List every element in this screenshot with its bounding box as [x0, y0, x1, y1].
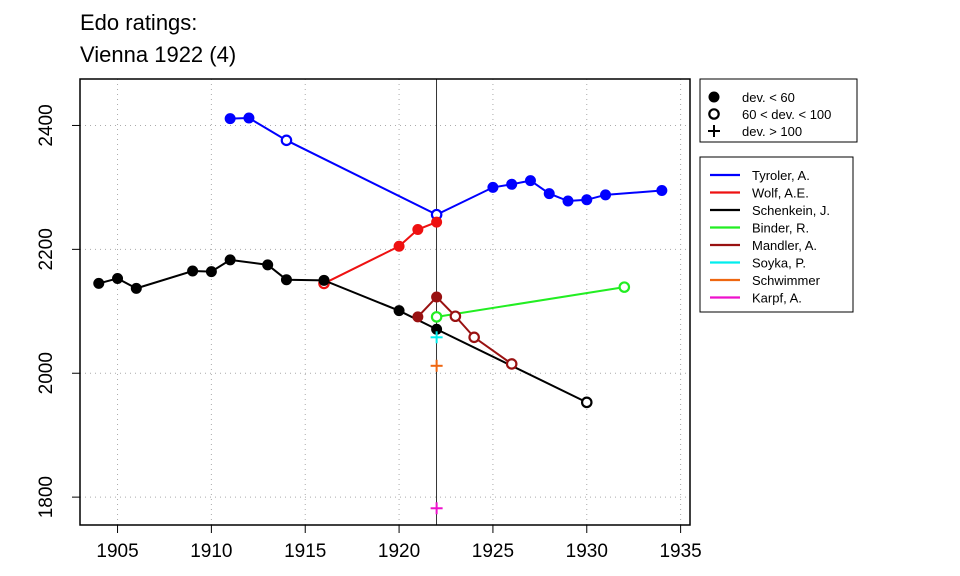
data-point: [524, 175, 536, 187]
series-1: [318, 216, 443, 290]
series-7: [430, 502, 443, 515]
series-line: [436, 286, 625, 318]
data-point: [431, 216, 443, 228]
series-line: [230, 117, 662, 216]
series-legend-box: [699, 156, 854, 313]
chart-title-line-2: Vienna 1922 (4): [80, 42, 236, 67]
data-point: [187, 265, 199, 277]
legend-series-label: Mandler, A.: [752, 238, 817, 253]
legend-marker-label: dev. > 100: [742, 124, 802, 139]
data-point: [431, 291, 443, 303]
data-point: [280, 274, 292, 286]
series-2: [93, 254, 593, 409]
legend-marker-label: dev. < 60: [742, 90, 795, 105]
plot-frame: [79, 78, 691, 526]
data-point: [243, 112, 255, 124]
data-point: [205, 266, 217, 278]
y-tick-label: 1800: [36, 476, 57, 518]
series-6: [430, 359, 443, 372]
legend-series-label: Schwimmer: [752, 273, 821, 288]
legend-marker-plus: [708, 125, 720, 137]
y-tick-label: 2200: [36, 228, 57, 270]
data-point: [580, 396, 593, 409]
legend-series-label: Tyroler, A.: [752, 168, 810, 183]
legend-marker-open: [708, 108, 720, 120]
series-4: [412, 291, 518, 370]
data-point: [600, 189, 612, 201]
data-point: [430, 502, 443, 515]
chart-title-line-1: Edo ratings:: [80, 10, 197, 35]
legend-series-label: Karpf, A.: [752, 291, 802, 306]
legend-series-label: Wolf, A.E.: [752, 186, 809, 201]
legend-marker-filled: [708, 91, 720, 103]
data-point: [412, 224, 424, 236]
series-5: [430, 331, 443, 344]
data-point: [581, 194, 593, 206]
data-point: [412, 311, 424, 323]
series-legend: Tyroler, A. Wolf, A.E. Schenkein, J. Binder…: [699, 156, 854, 313]
x-tick-label: 1920: [378, 541, 420, 562]
x-tick-label: 1915: [284, 541, 326, 562]
data-point: [468, 331, 480, 344]
data-point: [656, 185, 668, 196]
data-point: [449, 310, 462, 323]
legend-series-label: Soyka, P.: [752, 256, 806, 271]
series-line: [98, 258, 588, 404]
marker-legend-box: [699, 78, 858, 143]
data-point: [112, 272, 124, 284]
x-tick-label: 1930: [566, 541, 608, 562]
data-point: [487, 181, 499, 193]
data-point: [224, 254, 236, 266]
data-point: [430, 331, 443, 344]
data-point: [93, 277, 105, 289]
data-point: [430, 359, 443, 372]
legend-series-label: Binder, R.: [752, 221, 809, 236]
x-tick-label: 1910: [190, 541, 232, 562]
series-3: [430, 281, 631, 323]
x-tick-label: 1905: [96, 541, 138, 562]
y-tick-label: 2400: [36, 104, 57, 146]
data-point: [130, 282, 142, 294]
data-point: [506, 178, 518, 190]
series-0: [224, 112, 668, 221]
data-point: [262, 259, 274, 271]
marker-legend: dev. < 60 60 < dev. < 100 dev. > 100: [699, 78, 858, 143]
data-point: [543, 188, 555, 200]
x-tick-label: 1925: [472, 541, 514, 562]
x-tick-label: 1935: [659, 541, 701, 562]
data-point: [505, 358, 518, 370]
legend-series-label: Schenkein, J.: [752, 203, 830, 218]
y-tick-label: 2000: [36, 352, 57, 394]
data-point: [280, 134, 293, 147]
data-point: [618, 281, 631, 293]
legend-marker-label: 60 < dev. < 100: [742, 107, 831, 122]
data-point: [562, 195, 574, 207]
data-point: [224, 113, 236, 125]
data-point: [393, 305, 405, 317]
series-line: [323, 221, 437, 285]
plot-area: 1905 1910 1915 1920 1925 1930 1935 1800 2000 2200…: [36, 78, 702, 562]
data-point: [393, 240, 405, 252]
data-point: [318, 274, 330, 286]
data-point: [430, 311, 443, 323]
